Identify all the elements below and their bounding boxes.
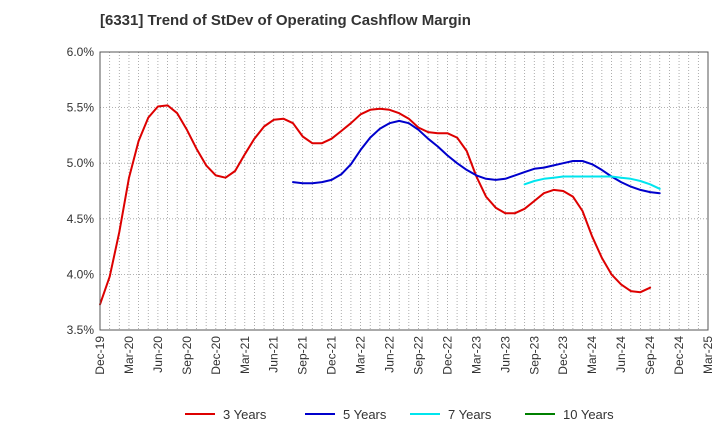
x-tick-label: Sep-22 [411,336,425,375]
series-lines [99,104,661,306]
x-tick-label: Mar-21 [238,336,252,374]
x-tick-label: Jun-20 [151,336,165,373]
series-line-5-years [292,119,661,195]
chart-title: [6331] Trend of StDev of Operating Cashf… [100,12,471,29]
x-tick-label: Dec-20 [209,336,223,375]
x-tick-label: Jun-22 [383,336,397,373]
x-tick-label: Mar-22 [354,336,368,374]
x-tick-label: Jun-21 [267,336,281,373]
axes: 3.5% 4.0% 4.5% 5.0% 5.5% 6.0% Dec-19 Mar-20 Jun-… [67,45,715,375]
x-tick-label: Mar-20 [122,336,136,374]
series-line-7-years [523,175,661,190]
x-tick-label: Jun-24 [614,336,628,373]
x-tick-label: Jun-23 [498,336,512,373]
legend: 3 Years 5 Years 7 Years 10 Years [185,407,614,422]
x-tick-label: Mar-24 [585,336,599,374]
y-tick-label: 6.0% [67,45,95,59]
series-line-3-years [99,104,652,306]
legend-item: 7 Years [410,407,492,422]
legend-item: 5 Years [305,407,387,422]
plot-frame [99,51,709,331]
grid [100,52,708,330]
legend-label: 5 Years [343,407,387,422]
x-tick-label: Sep-23 [527,336,541,375]
x-tick-label: Sep-20 [180,336,194,375]
x-tick-label: Dec-22 [440,336,454,375]
y-tick-label: 5.0% [67,156,95,170]
y-tick-label: 4.5% [67,212,95,226]
x-tick-label: Mar-25 [701,336,715,374]
x-tick-label: Dec-23 [556,336,570,375]
x-tick-label: Mar-23 [469,336,483,374]
legend-label: 3 Years [223,407,267,422]
x-tick-label: Sep-21 [296,336,310,375]
y-tick-label: 4.0% [67,267,95,281]
x-tick-label: Dec-21 [325,336,339,375]
legend-item: 10 Years [525,407,614,422]
x-tick-label: Dec-24 [672,336,686,375]
y-tick-label: 5.5% [67,101,95,115]
legend-label: 10 Years [563,407,614,422]
y-tick-label: 3.5% [67,323,95,337]
x-tick-label: Sep-24 [643,336,657,375]
legend-label: 7 Years [448,407,492,422]
x-tick-label: Dec-19 [93,336,107,375]
legend-item: 3 Years [185,407,267,422]
